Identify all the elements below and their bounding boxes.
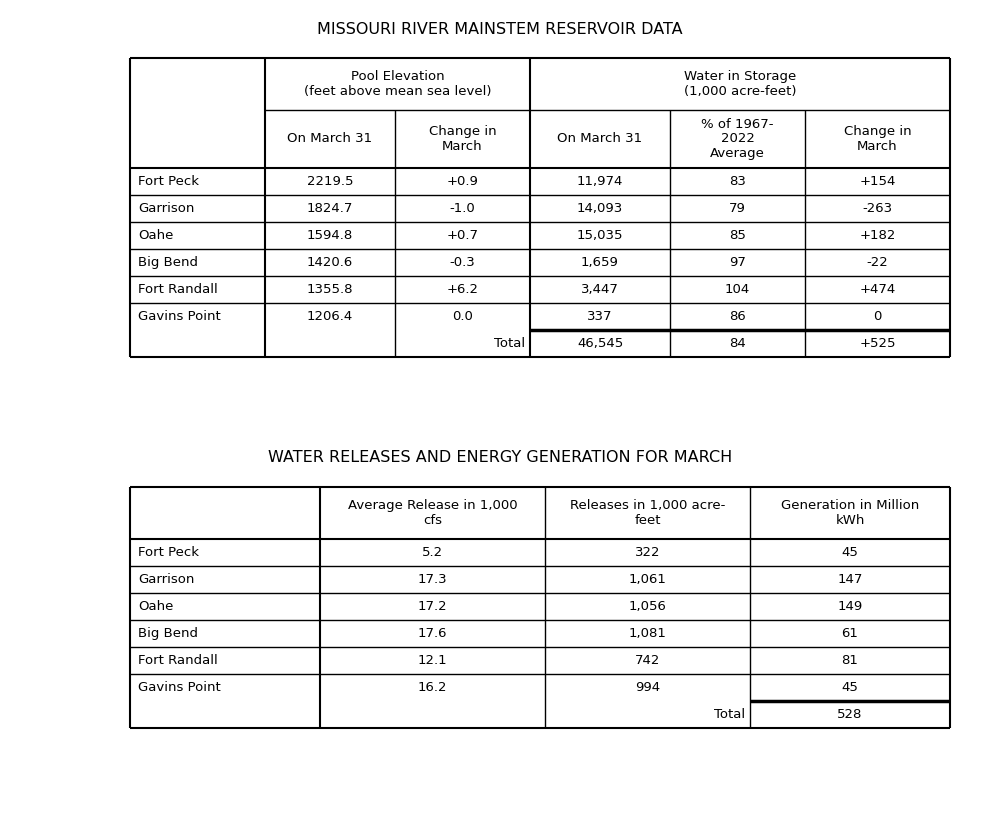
Text: Change in
March: Change in March [844, 125, 911, 153]
Text: Water in Storage
(1,000 acre-feet): Water in Storage (1,000 acre-feet) [684, 70, 796, 98]
Text: 5.2: 5.2 [422, 546, 443, 559]
Text: 45: 45 [842, 681, 858, 694]
Text: 742: 742 [635, 654, 660, 667]
Text: 1824.7: 1824.7 [307, 202, 353, 215]
Text: -0.3: -0.3 [450, 256, 475, 269]
Text: Pool Elevation
(feet above mean sea level): Pool Elevation (feet above mean sea leve… [304, 70, 491, 98]
Text: 14,093: 14,093 [577, 202, 623, 215]
Text: Average Release in 1,000
cfs: Average Release in 1,000 cfs [348, 499, 517, 527]
Text: +6.2: +6.2 [446, 283, 479, 296]
Text: 3,447: 3,447 [581, 283, 619, 296]
Text: 322: 322 [635, 546, 660, 559]
Text: Total: Total [494, 337, 525, 350]
Text: Change in
March: Change in March [429, 125, 496, 153]
Text: 0.0: 0.0 [452, 310, 473, 323]
Text: 1420.6: 1420.6 [307, 256, 353, 269]
Text: 337: 337 [587, 310, 613, 323]
Text: -263: -263 [862, 202, 893, 215]
Text: MISSOURI RIVER MAINSTEM RESERVOIR DATA: MISSOURI RIVER MAINSTEM RESERVOIR DATA [317, 22, 683, 37]
Text: 1,061: 1,061 [629, 573, 666, 586]
Text: 17.6: 17.6 [418, 627, 447, 640]
Text: -22: -22 [867, 256, 888, 269]
Text: 104: 104 [725, 283, 750, 296]
Text: 1,659: 1,659 [581, 256, 619, 269]
Text: 1355.8: 1355.8 [307, 283, 353, 296]
Text: 79: 79 [729, 202, 746, 215]
Text: +154: +154 [859, 175, 896, 188]
Text: Fort Randall: Fort Randall [138, 283, 218, 296]
Text: 61: 61 [842, 627, 858, 640]
Text: 0: 0 [873, 310, 882, 323]
Text: 528: 528 [837, 708, 863, 721]
Text: WATER RELEASES AND ENERGY GENERATION FOR MARCH: WATER RELEASES AND ENERGY GENERATION FOR… [268, 450, 732, 465]
Text: 15,035: 15,035 [577, 229, 623, 242]
Text: +0.7: +0.7 [446, 229, 479, 242]
Text: Oahe: Oahe [138, 600, 173, 613]
Text: 149: 149 [837, 600, 863, 613]
Text: Releases in 1,000 acre-
feet: Releases in 1,000 acre- feet [570, 499, 725, 527]
Text: 46,545: 46,545 [577, 337, 623, 350]
Text: 17.3: 17.3 [418, 573, 447, 586]
Text: +182: +182 [859, 229, 896, 242]
Text: 147: 147 [837, 573, 863, 586]
Text: Gavins Point: Gavins Point [138, 681, 221, 694]
Text: Fort Randall: Fort Randall [138, 654, 218, 667]
Text: 1,056: 1,056 [629, 600, 666, 613]
Text: +525: +525 [859, 337, 896, 350]
Text: 1594.8: 1594.8 [307, 229, 353, 242]
Text: Fort Peck: Fort Peck [138, 546, 199, 559]
Text: Garrison: Garrison [138, 202, 194, 215]
Text: 81: 81 [842, 654, 858, 667]
Text: Gavins Point: Gavins Point [138, 310, 221, 323]
Text: Total: Total [714, 708, 745, 721]
Text: -1.0: -1.0 [450, 202, 475, 215]
Text: Fort Peck: Fort Peck [138, 175, 199, 188]
Text: 11,974: 11,974 [577, 175, 623, 188]
Text: 16.2: 16.2 [418, 681, 447, 694]
Text: 2219.5: 2219.5 [307, 175, 353, 188]
Text: Big Bend: Big Bend [138, 627, 198, 640]
Text: +474: +474 [859, 283, 896, 296]
Text: % of 1967-
2022
Average: % of 1967- 2022 Average [701, 118, 774, 160]
Text: 85: 85 [729, 229, 746, 242]
Text: 97: 97 [729, 256, 746, 269]
Text: On March 31: On March 31 [557, 133, 643, 146]
Text: Oahe: Oahe [138, 229, 173, 242]
Text: 994: 994 [635, 681, 660, 694]
Text: 1206.4: 1206.4 [307, 310, 353, 323]
Text: +0.9: +0.9 [447, 175, 478, 188]
Text: On March 31: On March 31 [287, 133, 373, 146]
Text: 83: 83 [729, 175, 746, 188]
Text: Generation in Million
kWh: Generation in Million kWh [781, 499, 919, 527]
Text: Big Bend: Big Bend [138, 256, 198, 269]
Text: 84: 84 [729, 337, 746, 350]
Text: 86: 86 [729, 310, 746, 323]
Text: Garrison: Garrison [138, 573, 194, 586]
Text: 45: 45 [842, 546, 858, 559]
Text: 1,081: 1,081 [629, 627, 666, 640]
Text: 12.1: 12.1 [418, 654, 447, 667]
Text: 17.2: 17.2 [418, 600, 447, 613]
